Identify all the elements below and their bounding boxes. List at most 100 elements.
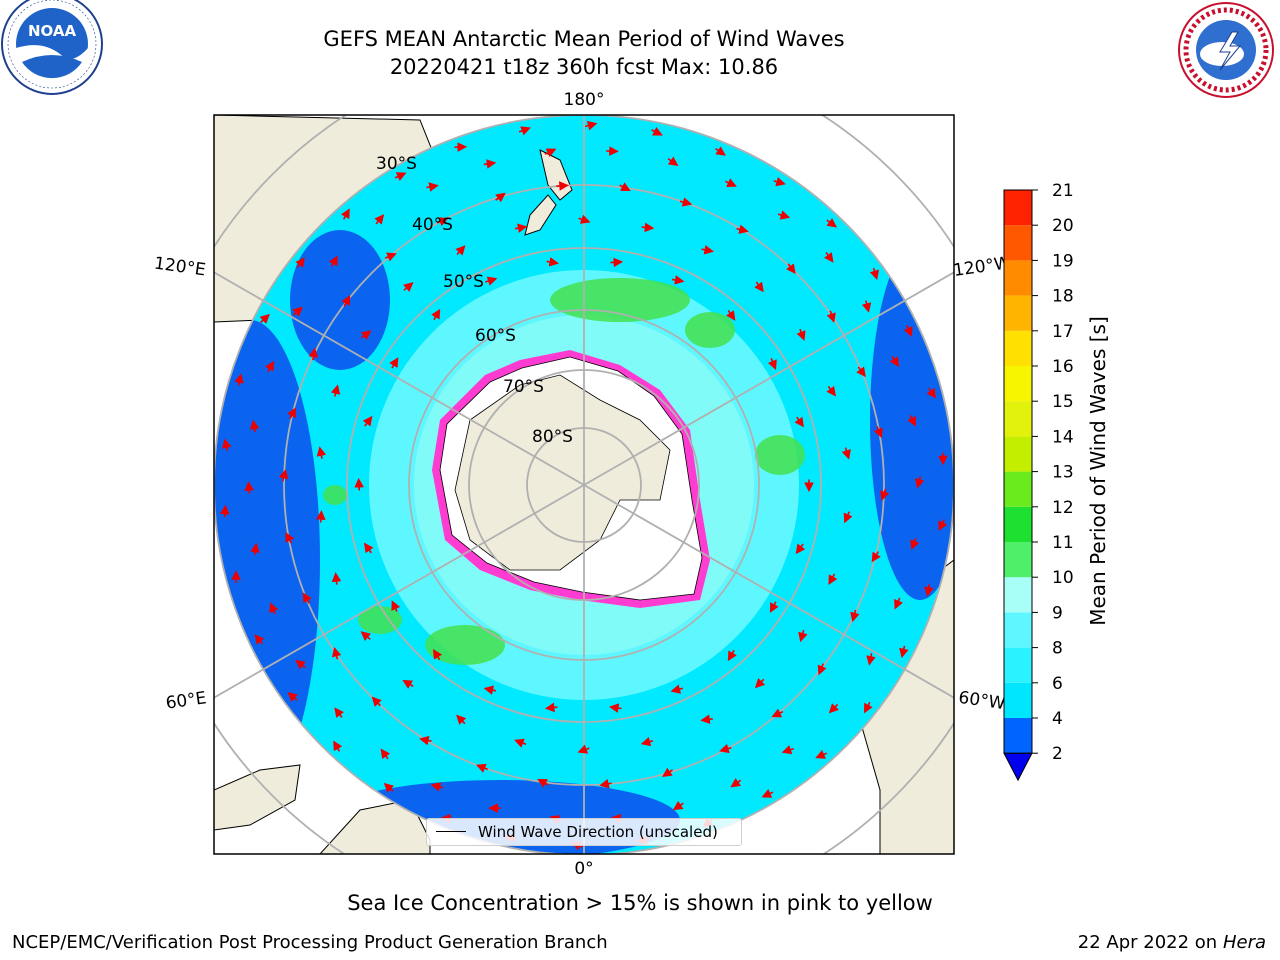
wind-wave-arrow (419, 735, 432, 746)
nws-logo (1178, 2, 1274, 98)
wind-wave-arrow (679, 197, 693, 207)
wind-wave-arrow (889, 355, 900, 367)
wind-wave-arrow (259, 313, 270, 324)
wind-wave-arrow (495, 192, 506, 203)
wind-wave-arrow (287, 407, 296, 419)
wind-wave-arrow (619, 182, 631, 192)
wind-wave-arrow (380, 748, 391, 760)
wind-wave-arrow (938, 519, 948, 532)
colorbar-bin (1004, 366, 1032, 402)
wind-wave-arrow (316, 510, 326, 523)
colorbar-tick-label: 18 (1052, 287, 1074, 307)
wind-wave-arrow (456, 714, 467, 725)
wind-wave-arrow (880, 488, 890, 501)
wind-wave-arrow (824, 252, 834, 263)
wind-wave-arrow (222, 438, 232, 451)
colorbar-bin (1004, 471, 1032, 507)
colorbar-bin (1004, 612, 1032, 648)
colorbar-tick-label: 19 (1052, 251, 1074, 271)
wind-wave-arrow (599, 778, 612, 789)
lon-label-60e: 60°E (165, 688, 208, 713)
wind-wave-arrow (700, 714, 713, 724)
wind-wave-arrow (426, 182, 439, 192)
wind-wave-arrow (436, 217, 449, 227)
wind-wave-arrow (781, 745, 794, 755)
wind-wave-arrow (340, 208, 350, 220)
wind-wave-arrow (341, 295, 351, 307)
lat-label-40s: 40°S (412, 215, 453, 235)
wind-wave-arrow (316, 446, 327, 459)
wind-wave-arrow (828, 573, 838, 586)
wind-wave-arrow (384, 252, 397, 262)
colorbar-tick-label: 9 (1052, 603, 1063, 623)
wind-wave-arrow (537, 778, 549, 788)
footer-credit: NCEP/EMC/Verification Post Processing Pr… (12, 932, 608, 953)
wind-wave-arrow (333, 740, 343, 752)
wind-wave-arrow (754, 678, 766, 689)
wind-wave-arrow (278, 468, 289, 482)
wind-wave-arrow (546, 257, 559, 267)
colorbar-tick-label: 21 (1052, 181, 1074, 201)
colorbar-tick-label: 12 (1052, 498, 1074, 518)
wind-wave-arrow (514, 223, 528, 233)
colorbar-bin (1004, 190, 1032, 226)
wind-wave-arrow (544, 702, 558, 713)
wind-wave-arrow (771, 708, 784, 718)
colorbar-bin (1004, 436, 1032, 472)
lon-label-120w: 120°W (952, 253, 1012, 281)
wind-wave-arrow (817, 663, 827, 676)
wind-wave-arrow (610, 257, 624, 268)
lon-label-0: 0° (574, 859, 593, 879)
wind-wave-arrow (287, 692, 298, 702)
colorbar-bin (1004, 542, 1032, 578)
wind-wave-arrow (856, 366, 866, 378)
wind-wave-arrow (907, 415, 916, 427)
wind-wave-arrow (331, 572, 342, 585)
wind-wave-arrow (727, 649, 737, 662)
wind-wave-arrow (389, 357, 399, 369)
wind-wave-arrow (767, 357, 777, 370)
colorbar-bin (1004, 647, 1032, 683)
wind-wave-arrow (360, 631, 372, 642)
wind-wave-arrow (869, 267, 880, 281)
graticule (214, 115, 954, 854)
sea-ice-note: Sea Ice Concentration > 15% is shown in … (347, 891, 933, 915)
noaa-logo-text: NOAA (28, 22, 77, 40)
wind-wave-arrow (431, 308, 441, 321)
wind-wave-arrow (265, 360, 274, 373)
footer-date-text: 22 Apr 2022 on (1077, 932, 1223, 953)
wind-wave-arrow (796, 328, 806, 341)
colorbar-tick-label: 2 (1052, 744, 1063, 764)
wind-wave-arrow (773, 177, 786, 187)
wind-wave-arrow (328, 255, 338, 267)
wind-wave-arrow (578, 214, 591, 224)
colorbar-bin (1004, 506, 1032, 542)
wind-wave-arrow (670, 684, 684, 694)
wind-wave-arrow (518, 126, 531, 136)
wind-wave-arrow (866, 653, 876, 666)
wind-wave-arrow (556, 181, 569, 191)
wind-wave-arrow (736, 224, 749, 234)
colorbar-tick-label: 13 (1052, 463, 1074, 483)
wind-wave-arrow (269, 602, 279, 615)
wind-wave-arrow (403, 282, 414, 293)
wind-wave-arrow (926, 387, 937, 399)
wind-wave-arrow (672, 800, 684, 811)
colorbar: 2 4 6 8 9 10 11 12 13 14 15 16 17 18 19 20 21 (1003, 181, 1074, 782)
wind-wave-arrow (910, 538, 920, 550)
wind-wave-arrow (894, 597, 903, 610)
wind-wave-arrow (903, 324, 913, 337)
wind-wave-arrow (383, 782, 395, 793)
wind-wave-arrow (544, 148, 557, 158)
wind-wave-arrow (391, 600, 401, 612)
wind-wave-arrow (330, 384, 341, 397)
colorbar-tick-label: 14 (1052, 427, 1074, 447)
wind-wave-arrow (725, 178, 737, 188)
wind-wave-arrow (826, 310, 836, 323)
legend-line-swatch (436, 831, 466, 832)
wind-wave-arrow (585, 121, 598, 131)
wind-wave-arrow (249, 419, 260, 433)
wind-wave-arrow (826, 385, 836, 397)
lon-label-60w: 60°W (957, 688, 1006, 714)
wind-wave-arrow (295, 659, 306, 670)
